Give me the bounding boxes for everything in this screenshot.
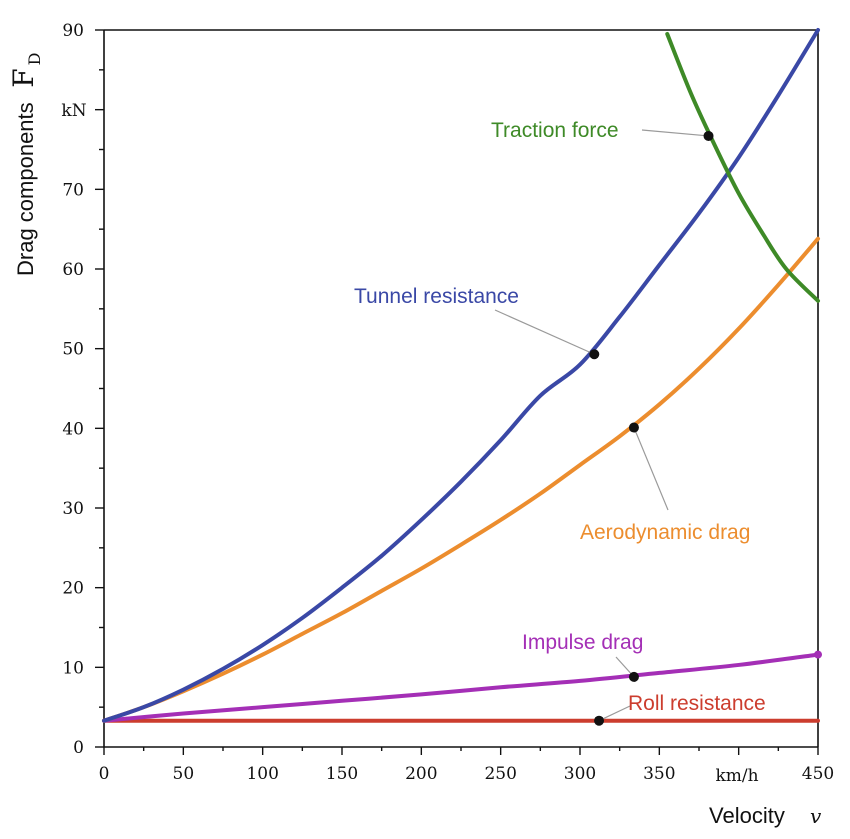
x-tick-label: 200 [405,764,437,784]
x-tick-label: 250 [484,764,516,784]
y-tick-label: 70 [62,180,84,200]
traction-force-marker [703,130,714,141]
y-tick-label: 60 [62,260,84,280]
traction-force-leader [641,129,709,137]
y-tick-label: 30 [62,499,84,519]
x-tick-label: 100 [246,764,278,784]
y-tick-label: 20 [62,579,84,599]
y-unit-label: kN [61,101,86,121]
series-line-tunnel-resistance [102,28,820,723]
series-line-impulse-drag [102,652,820,723]
ticks: 0 50 100 150 200 250 300 350 450 0 10 20 30 40 50 60 70 9… [62,21,834,784]
y-tick-label: 10 [62,658,84,678]
x-tick-label: 300 [564,764,596,784]
impulse-drag-marker [628,671,639,682]
impulse-drag-endpoint [814,650,822,659]
roll-resistance-marker [594,715,605,726]
annotations: Tunnel resistance Aerodynamic drag Tractio… [354,119,766,726]
y-axis-symbol-subscript: D [25,53,44,66]
series-layer [102,28,822,723]
y-tick-label: 90 [62,21,84,41]
aerodynamic-drag-label: Aerodynamic drag [580,521,750,544]
aerodynamic-drag-marker [628,422,639,433]
x-tick-label: 350 [643,764,675,784]
y-tick-label: 50 [62,340,84,360]
series-line-aerodynamic-drag [102,236,820,723]
x-axis-title: Velocity [709,803,785,828]
roll-resistance-label: Roll resistance [628,692,766,715]
y-tick-label: 40 [62,419,84,439]
tunnel-resistance-marker [589,349,600,360]
y-axis-symbol: F [7,68,40,87]
x-tick-label: 0 [99,764,110,784]
x-tick-label: 50 [173,764,195,784]
tunnel-resistance-label: Tunnel resistance [354,285,519,308]
traction-force-label: Traction force [491,119,619,142]
x-tick-label: 150 [326,764,358,784]
y-tick-label: 0 [73,738,84,758]
roll-resistance-leader [598,705,631,722]
x-unit-label: km/h [715,766,758,786]
x-axis-symbol: v [810,804,822,828]
aerodynamic-drag-leader [633,427,669,511]
y-axis-title: Drag components [13,102,38,276]
impulse-drag-label: Impulse drag [522,631,643,654]
x-tick-label: 450 [802,764,834,784]
series-line-traction-force [665,31,820,303]
tunnel-resistance-leader [494,309,595,355]
